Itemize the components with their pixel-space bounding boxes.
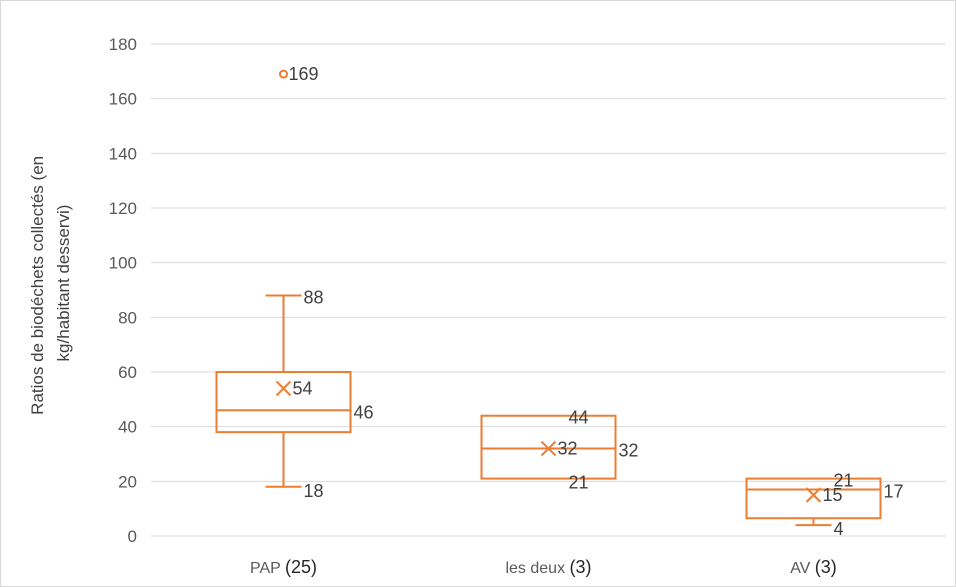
median-label: 32 xyxy=(619,441,639,461)
min-label: 18 xyxy=(304,481,324,501)
mean-marker xyxy=(805,487,822,503)
median-label: 17 xyxy=(884,482,904,502)
y-axis-ticks: 0 20 40 60 80 100 120 140 160 180 xyxy=(109,35,137,546)
x-category-label: PAP (25) xyxy=(250,557,317,577)
y-tick-label: 160 xyxy=(109,90,137,109)
box-pap: 169 88 54 46 18 xyxy=(215,64,374,501)
outlier-point xyxy=(279,69,288,79)
y-tick-label: 0 xyxy=(128,527,137,546)
y-tick-label: 20 xyxy=(118,472,137,491)
mean-label: 32 xyxy=(558,439,578,459)
max-label: 88 xyxy=(304,287,324,307)
category-name: PAP xyxy=(250,560,285,577)
median-label: 46 xyxy=(354,402,374,422)
outlier-label: 169 xyxy=(289,64,319,84)
y-tick-label: 80 xyxy=(118,308,137,327)
min-label: 21 xyxy=(569,473,589,493)
category-count: (25) xyxy=(285,557,317,577)
category-count: (3) xyxy=(570,557,592,577)
box-les-deux: 44 32 32 21 xyxy=(480,408,639,493)
mean-marker xyxy=(275,380,292,397)
category-name: AV xyxy=(790,560,815,577)
y-tick-label: 60 xyxy=(118,363,137,382)
gridlines xyxy=(151,43,946,537)
max-label: 44 xyxy=(569,408,589,428)
mean-label: 15 xyxy=(823,485,843,505)
category-count: (3) xyxy=(815,557,837,577)
x-axis-labels: PAP (25) les deux (3) AV (3) xyxy=(250,557,837,577)
box-iqr xyxy=(745,477,882,520)
x-category-label: les deux (3) xyxy=(505,557,591,577)
y-axis-title: Ratios de biodéchets collectés (en kg/ha… xyxy=(28,151,73,415)
mean-marker xyxy=(540,440,557,457)
y-tick-label: 180 xyxy=(109,35,137,54)
y-axis-title-line-2: kg/habitant desservi) xyxy=(54,205,73,362)
y-tick-label: 120 xyxy=(109,199,137,218)
y-tick-label: 140 xyxy=(109,144,137,163)
mean-label: 54 xyxy=(293,378,313,398)
max-label: 21 xyxy=(834,471,854,491)
y-axis-title-line-1: Ratios de biodéchets collectés (en xyxy=(28,156,47,415)
x-category-label: AV (3) xyxy=(790,557,837,577)
y-tick-label: 100 xyxy=(109,254,137,273)
category-name: les deux xyxy=(505,560,569,577)
box-iqr xyxy=(480,414,617,480)
min-label: 4 xyxy=(834,519,844,539)
box-iqr xyxy=(215,371,352,434)
y-tick-label: 40 xyxy=(118,418,137,437)
